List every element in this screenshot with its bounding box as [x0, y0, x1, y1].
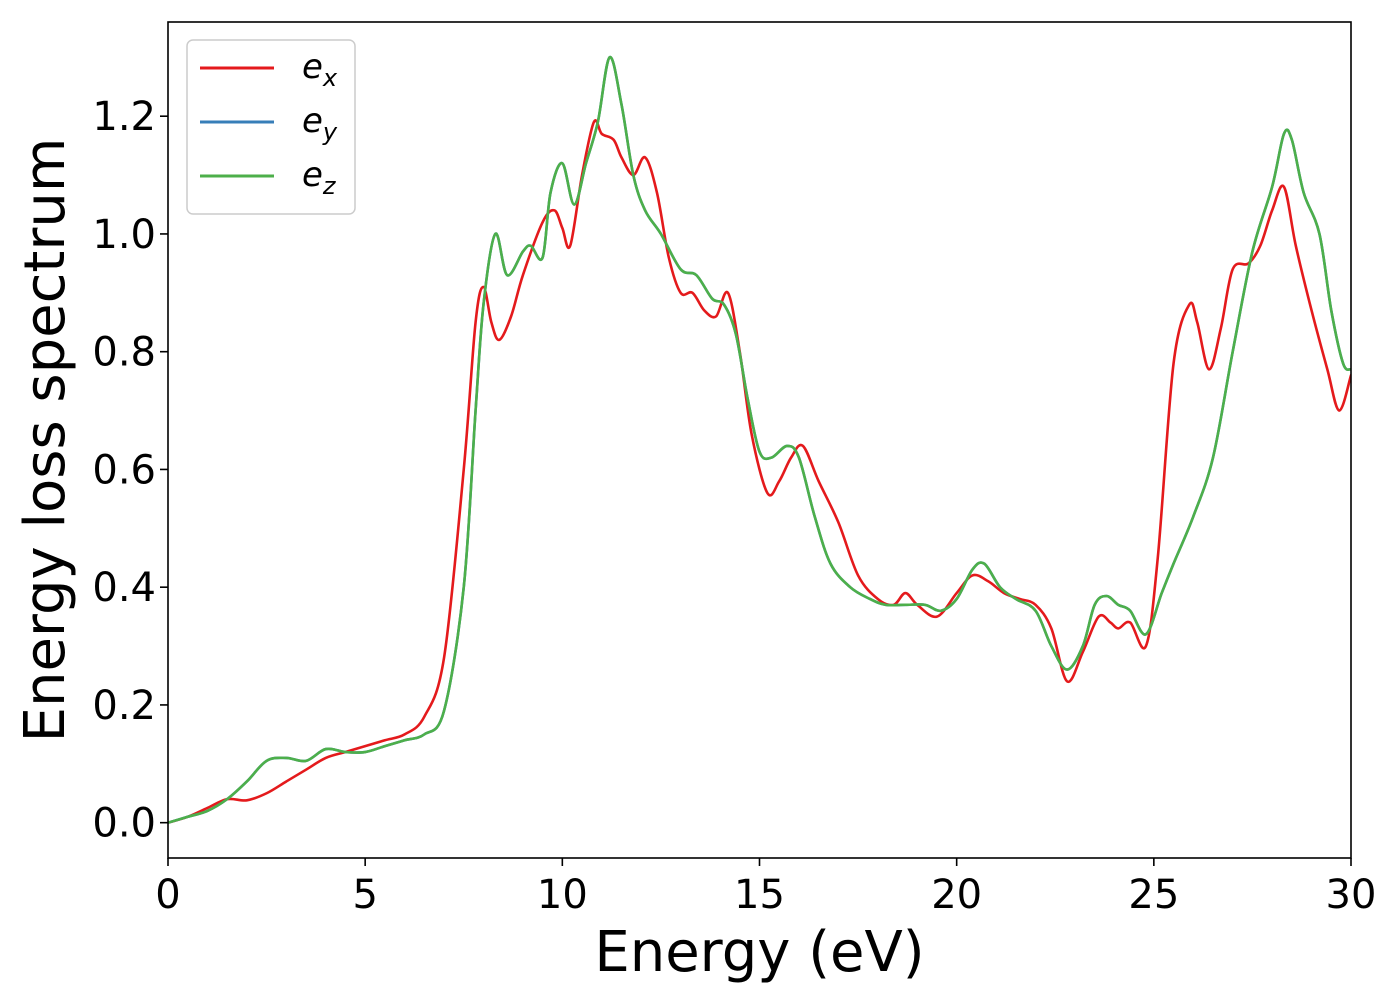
x-tick-label: 0 [155, 872, 180, 918]
series-line-x [168, 119, 1351, 824]
y-axis-title: Energy loss spectrum [13, 138, 78, 743]
x-axis: 0 5 10 15 20 25 30 [155, 858, 1376, 918]
series-layer [168, 56, 1351, 824]
y-tick-label: 0.6 [92, 447, 156, 493]
y-tick-label: 0.2 [92, 683, 156, 729]
y-tick-label: 0.0 [92, 801, 156, 847]
x-tick-label: 25 [1128, 872, 1179, 918]
x-tick-label: 5 [352, 872, 377, 918]
legend-box [186, 39, 356, 215]
series-line-z [168, 56, 1351, 824]
x-tick-label: 15 [734, 872, 785, 918]
y-tick-label: 0.8 [92, 330, 156, 376]
x-tick-label: 20 [931, 872, 982, 918]
y-tick-label: 1.2 [92, 94, 156, 140]
x-tick-label: 30 [1326, 872, 1377, 918]
y-tick-label: 1.0 [92, 212, 156, 258]
y-axis: 0.0 0.2 0.4 0.6 0.8 1.0 1.2 [92, 94, 168, 847]
x-axis-title: Energy (eV) [594, 920, 924, 985]
plot-area [168, 22, 1351, 858]
x-tick-label: 10 [537, 872, 588, 918]
y-tick-label: 0.4 [92, 565, 156, 611]
